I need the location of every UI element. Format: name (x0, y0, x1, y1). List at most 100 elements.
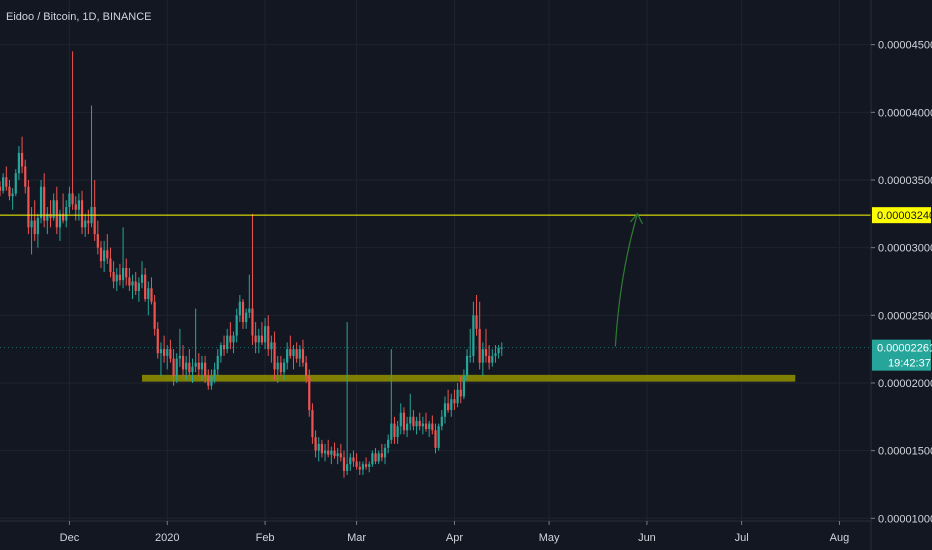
candle-body (409, 416, 412, 424)
candle-body (210, 376, 213, 386)
projection-arrow-head (630, 212, 644, 225)
candle-body (128, 277, 131, 286)
candle-body (121, 267, 125, 281)
candle-body (374, 453, 377, 462)
x-tick-label: Dec (60, 532, 80, 544)
candle-body (52, 200, 55, 218)
candle-body (226, 335, 229, 350)
y-tick-label: 0.00003000 (878, 243, 932, 255)
candle-body (270, 342, 273, 350)
y-tick-label: 0.00001500 (878, 446, 932, 458)
candle-body (156, 328, 159, 354)
candle-body (475, 315, 478, 329)
candle-body (58, 213, 62, 228)
candle-body (387, 439, 390, 448)
candle-body (459, 389, 462, 397)
candle-body (254, 335, 257, 343)
candle-body (333, 450, 336, 457)
candle-body (298, 349, 301, 359)
candle-body (68, 193, 71, 208)
candle-body (93, 207, 96, 235)
candle-body (204, 362, 207, 377)
candle-body (106, 250, 109, 259)
candle-body (314, 437, 317, 451)
y-tick-label: 0.00002500 (878, 310, 932, 322)
candle-body (308, 376, 311, 411)
x-tick-label: Aug (830, 532, 850, 544)
candle-body (364, 464, 368, 467)
candle-body (462, 376, 466, 397)
candle-body (342, 457, 346, 471)
candle-body (118, 274, 122, 281)
candle-body (393, 423, 396, 438)
candle-body (140, 274, 144, 283)
candle-body (24, 166, 27, 187)
candle-body (125, 267, 128, 278)
candle-body (276, 362, 279, 370)
candle-body (317, 443, 320, 451)
candle-body (147, 288, 150, 300)
candle-body (36, 217, 39, 235)
chart-title: Eidoo / Bitcoin, 1D, BINANCE (6, 11, 152, 23)
candle-body (222, 345, 226, 350)
candle-body (27, 186, 30, 228)
resistance-price-label: 0.00003240 (877, 210, 932, 222)
candle-body (166, 349, 169, 356)
candle-body (219, 345, 223, 356)
price-axis[interactable]: 0.00001000 0.00001500 0.00002000 0.00002500… (871, 40, 932, 526)
candle-body (484, 349, 488, 356)
countdown-label: 19:42:37 (888, 358, 931, 370)
candle-body (450, 399, 453, 411)
price-labels-layer: 0.00003240 0.00002261 19:42:37 (872, 207, 932, 371)
x-tick-label: Jul (735, 532, 749, 544)
candle-body (488, 355, 491, 363)
candle-body (377, 453, 380, 462)
candle-body (115, 274, 118, 282)
candle-body (320, 443, 323, 454)
candle-body (144, 274, 147, 300)
candle-body (358, 466, 361, 470)
candle-body (346, 464, 349, 471)
candle-body (424, 423, 428, 429)
candle-body (336, 453, 339, 457)
candle-body (371, 453, 374, 465)
x-tick-label: Mar (347, 532, 366, 544)
candle-body (213, 369, 216, 377)
support-layer (142, 374, 796, 382)
candle-body (14, 173, 17, 194)
candle-body (49, 213, 52, 218)
candle-body (447, 403, 450, 411)
candle-body (33, 220, 36, 235)
candle-body (279, 362, 282, 373)
x-tick-label: May (539, 532, 560, 544)
candle-body (415, 420, 418, 427)
candle-body (263, 326, 267, 343)
candle-body (472, 315, 475, 356)
candle-body (352, 457, 355, 462)
x-tick-label: Jun (638, 532, 656, 544)
candle-body (99, 247, 103, 262)
candle-body (292, 349, 295, 356)
candle-body (497, 347, 500, 354)
candle-body (349, 457, 352, 465)
candle-body (339, 453, 342, 458)
y-tick-label: 0.00004500 (878, 40, 932, 52)
x-tick-label: 2020 (155, 532, 179, 544)
candle-body (440, 416, 443, 427)
candle-body (17, 152, 21, 174)
candle-body (103, 250, 106, 262)
candle-body (481, 349, 484, 363)
candle-body (323, 450, 327, 454)
candle-body (399, 412, 402, 427)
candle-body (46, 213, 49, 221)
candle-body (241, 301, 245, 323)
candle-body (257, 335, 260, 343)
candle-body (20, 152, 24, 167)
candles-layer (0, 51, 503, 478)
time-axis[interactable]: Dec 2020 Feb Mar Apr May Jun Jul Aug (60, 521, 850, 544)
candle-body (153, 301, 156, 329)
candle-body (131, 281, 134, 286)
candle-body (30, 220, 33, 228)
